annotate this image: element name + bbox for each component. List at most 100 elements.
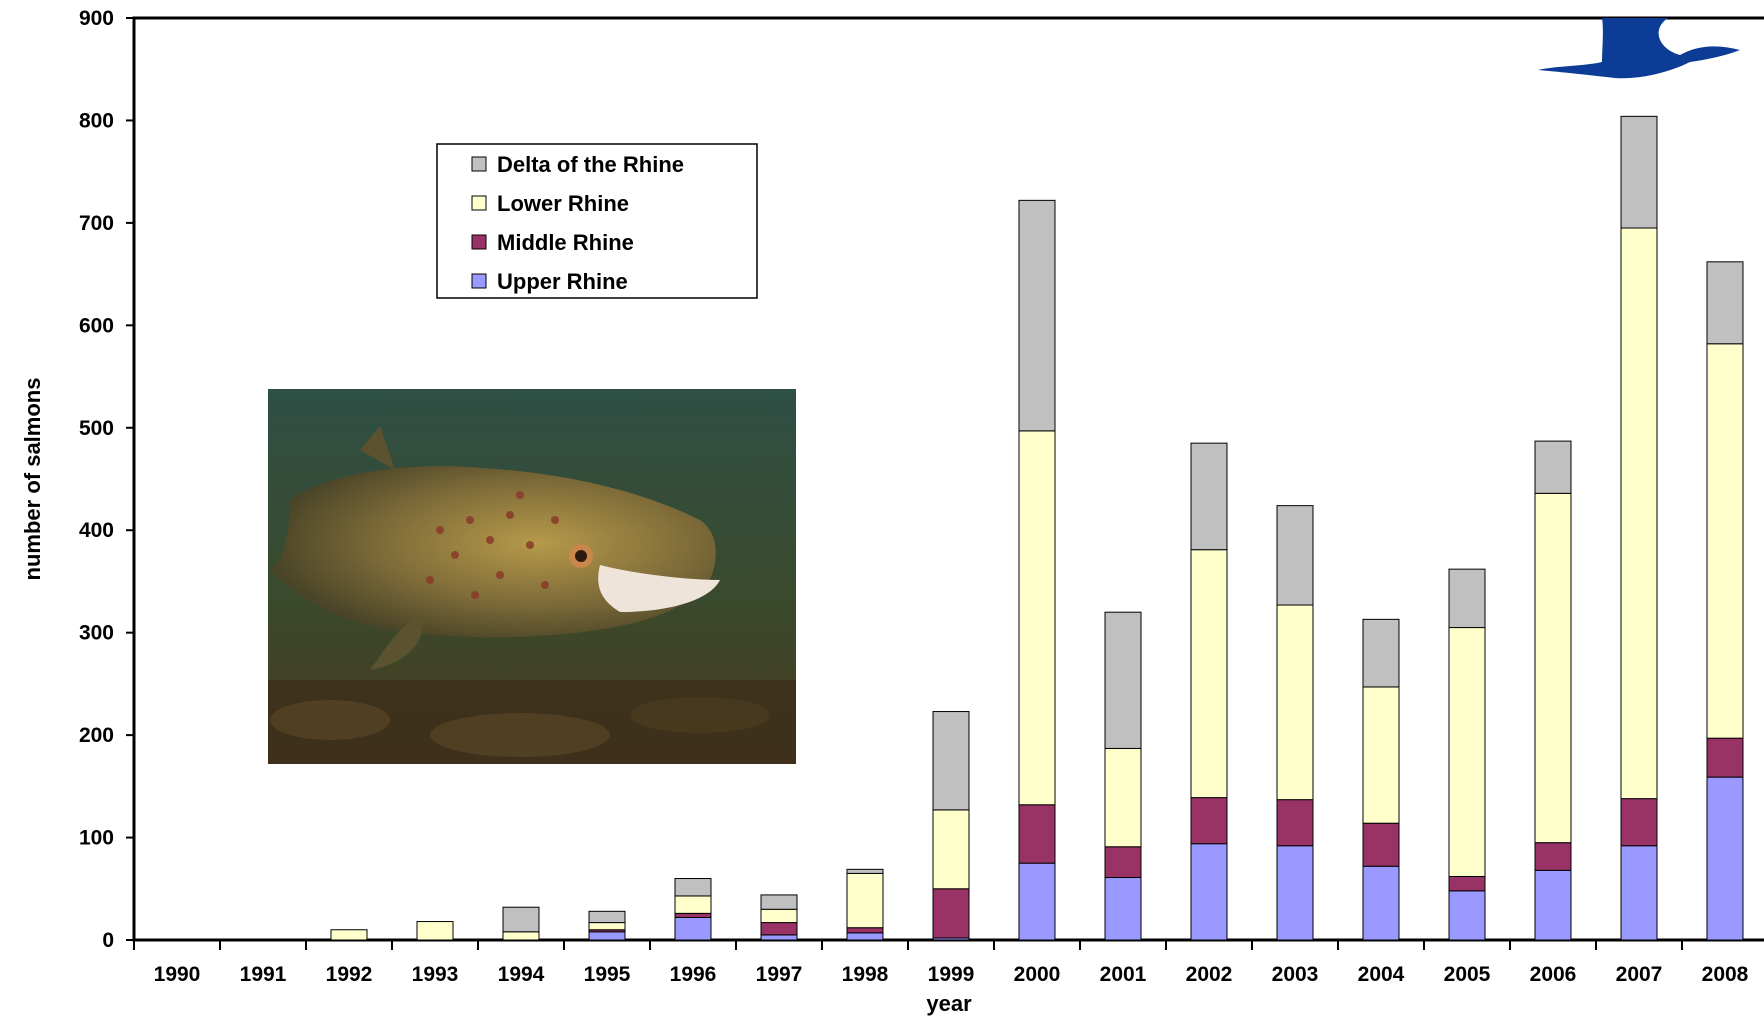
bar-segment-upper-rhine bbox=[588, 931, 626, 941]
bar-segment-lower-rhine bbox=[1620, 227, 1658, 800]
x-tick-label: 2002 bbox=[1186, 963, 1233, 986]
y-tick-label: 100 bbox=[79, 827, 114, 850]
x-tick-label: 2006 bbox=[1530, 963, 1577, 986]
bar-segment-middle-rhine bbox=[1620, 798, 1658, 847]
x-tick-label: 1990 bbox=[154, 963, 201, 986]
x-tick-label: 2001 bbox=[1100, 963, 1147, 986]
bar-segment-middle-rhine bbox=[1190, 797, 1228, 845]
bar-segment-middle-rhine bbox=[932, 888, 970, 939]
x-tick-label: 2005 bbox=[1444, 963, 1491, 986]
x-tick-label: 1994 bbox=[498, 963, 545, 986]
bar-segment-middle-rhine bbox=[1276, 799, 1314, 847]
x-tick-label: 1995 bbox=[584, 963, 631, 986]
bar-segment-upper-rhine bbox=[1362, 865, 1400, 941]
bar-segment-lower-rhine bbox=[1362, 686, 1400, 824]
bar-segment-lower-rhine bbox=[1190, 549, 1228, 799]
y-axis-title: number of salmons bbox=[20, 378, 45, 581]
bar-segment-middle-rhine bbox=[760, 922, 798, 936]
bar-segment-middle-rhine bbox=[1448, 875, 1486, 892]
legend-swatch bbox=[471, 195, 487, 211]
bar-segment-delta-of-the-rhine bbox=[1620, 115, 1658, 229]
bar-segment-middle-rhine bbox=[846, 927, 884, 934]
y-tick-label: 600 bbox=[79, 314, 114, 337]
bar-segment-delta-of-the-rhine bbox=[1534, 440, 1572, 494]
bar-segment-lower-rhine bbox=[1018, 430, 1056, 806]
bar-segment-upper-rhine bbox=[1104, 877, 1142, 941]
y-tick-label: 300 bbox=[79, 622, 114, 645]
legend-swatch bbox=[471, 273, 487, 289]
bar-segment-middle-rhine bbox=[1706, 737, 1744, 778]
blue-bird-logo bbox=[1538, 18, 1740, 79]
bar-segment-delta-of-the-rhine bbox=[674, 878, 712, 897]
x-tick-label: 1999 bbox=[928, 963, 975, 986]
legend-swatch bbox=[471, 156, 487, 172]
y-tick-label: 700 bbox=[79, 212, 114, 235]
x-tick-label: 1992 bbox=[326, 963, 373, 986]
bar-segment-upper-rhine bbox=[1190, 843, 1228, 941]
bar-segment-lower-rhine bbox=[760, 908, 798, 924]
bar-segment-lower-rhine bbox=[1534, 492, 1572, 844]
x-tick-label: 1991 bbox=[240, 963, 287, 986]
bar-segment-upper-rhine bbox=[1534, 869, 1572, 941]
x-tick-labels: 1990 1991 1992 1993 1994 1995 1996 1997 1998 1999… bbox=[154, 963, 1749, 986]
x-tick-label: 1998 bbox=[842, 963, 889, 986]
y-tick-label: 200 bbox=[79, 724, 114, 747]
legend-label: Lower Rhine bbox=[497, 191, 629, 216]
bar-segment-delta-of-the-rhine bbox=[1018, 199, 1056, 432]
bar-segment-lower-rhine bbox=[588, 922, 626, 931]
bar-segment-delta-of-the-rhine bbox=[932, 711, 970, 811]
bar-segment-lower-rhine bbox=[674, 895, 712, 914]
bar-segment-delta-of-the-rhine bbox=[1706, 261, 1744, 345]
bar-segment-lower-rhine bbox=[1276, 604, 1314, 801]
bar-segment-upper-rhine bbox=[1620, 845, 1658, 941]
bar-segment-upper-rhine bbox=[1706, 776, 1744, 941]
bar-segment-upper-rhine bbox=[1448, 890, 1486, 941]
bar-segment-upper-rhine bbox=[846, 932, 884, 941]
y-tick-labels: 0 100 200 300 400 500 600 700 800 900 bbox=[79, 7, 114, 952]
bar-segment-middle-rhine bbox=[1534, 842, 1572, 871]
bar-segment-middle-rhine bbox=[1104, 846, 1142, 879]
bar-segment-lower-rhine bbox=[330, 929, 368, 941]
bar-segment-lower-rhine bbox=[1706, 343, 1744, 739]
y-tick-label: 800 bbox=[79, 109, 114, 132]
bar-segment-upper-rhine bbox=[1276, 845, 1314, 941]
legend-label: Upper Rhine bbox=[497, 269, 628, 294]
bar-segment-delta-of-the-rhine bbox=[760, 894, 798, 910]
bar-segment-lower-rhine bbox=[416, 921, 454, 941]
bar-segment-lower-rhine bbox=[1448, 627, 1486, 877]
legend-box bbox=[436, 143, 758, 299]
legend-label: Delta of the Rhine bbox=[497, 152, 684, 177]
bar-segment-delta-of-the-rhine bbox=[1104, 611, 1142, 749]
legend-swatch bbox=[471, 234, 487, 250]
x-tick-label: 2003 bbox=[1272, 963, 1319, 986]
bar-segment-delta-of-the-rhine bbox=[1190, 442, 1228, 551]
x-tick-label: 1993 bbox=[412, 963, 459, 986]
x-tick-label: 1997 bbox=[756, 963, 803, 986]
y-tick-label: 0 bbox=[102, 929, 114, 952]
bars bbox=[330, 115, 1744, 941]
bar-segment-middle-rhine bbox=[674, 912, 712, 918]
bar-segment-lower-rhine bbox=[846, 872, 884, 929]
bar-segment-delta-of-the-rhine bbox=[502, 906, 540, 933]
bar-segment-delta-of-the-rhine bbox=[1448, 568, 1486, 629]
bar-segment-delta-of-the-rhine bbox=[846, 868, 884, 874]
bar-segment-middle-rhine bbox=[1018, 804, 1056, 864]
bar-segment-lower-rhine bbox=[1104, 747, 1142, 848]
x-tick-label: 1996 bbox=[670, 963, 717, 986]
x-tick-label: 2000 bbox=[1014, 963, 1061, 986]
bar-segment-upper-rhine bbox=[760, 934, 798, 941]
y-tick-label: 500 bbox=[79, 417, 114, 440]
legend: Delta of the Rhine Lower Rhine Middle Rhin… bbox=[436, 143, 758, 299]
x-tick-label: 2008 bbox=[1702, 963, 1749, 986]
y-tick-label: 900 bbox=[79, 7, 114, 30]
bar-segment-delta-of-the-rhine bbox=[1362, 618, 1400, 688]
bar-segment-lower-rhine bbox=[932, 809, 970, 890]
x-axis-title: year bbox=[926, 991, 972, 1016]
bar-segment-delta-of-the-rhine bbox=[1276, 505, 1314, 606]
bar-segment-middle-rhine bbox=[1362, 822, 1400, 867]
x-tick-label: 2004 bbox=[1358, 963, 1405, 986]
salmon-photo bbox=[268, 389, 796, 764]
bar-segment-delta-of-the-rhine bbox=[588, 910, 626, 924]
bar-segment-lower-rhine bbox=[502, 931, 540, 941]
